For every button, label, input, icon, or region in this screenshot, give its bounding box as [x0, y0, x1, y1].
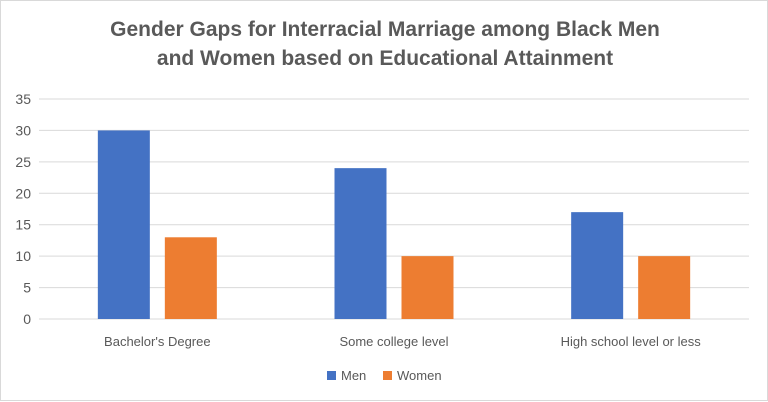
y-tick-label: 5: [23, 280, 31, 296]
x-tick-label: High school level or less: [561, 334, 702, 349]
chart-title-line-1: Gender Gaps for Interracial Marriage amo…: [110, 18, 660, 41]
y-tick-label: 0: [23, 311, 31, 327]
y-tick-label: 30: [15, 122, 31, 138]
legend-label-women: Women: [397, 368, 442, 383]
y-tick-label: 25: [15, 154, 31, 170]
chart-title: Gender Gaps for Interracial Marriage amo…: [1, 15, 768, 73]
bar-women: [638, 256, 691, 319]
y-tick-label: 15: [15, 217, 31, 233]
x-tick-label: Bachelor's Degree: [104, 334, 211, 349]
y-tick-label: 35: [15, 91, 31, 107]
y-tick-label: 10: [15, 248, 31, 264]
chart-title-line-2: and Women based on Educational Attainmen…: [156, 47, 614, 70]
x-tick-label: Some college level: [339, 334, 448, 349]
legend-swatch-women: [383, 371, 392, 380]
bar-men: [334, 168, 387, 319]
bar-women: [401, 256, 454, 319]
bar-women: [164, 237, 217, 319]
y-tick-label: 20: [15, 185, 31, 201]
legend-swatch-men: [327, 371, 336, 380]
legend-label-men: Men: [341, 368, 366, 383]
bar-men: [571, 212, 624, 319]
bar-men: [97, 130, 150, 319]
